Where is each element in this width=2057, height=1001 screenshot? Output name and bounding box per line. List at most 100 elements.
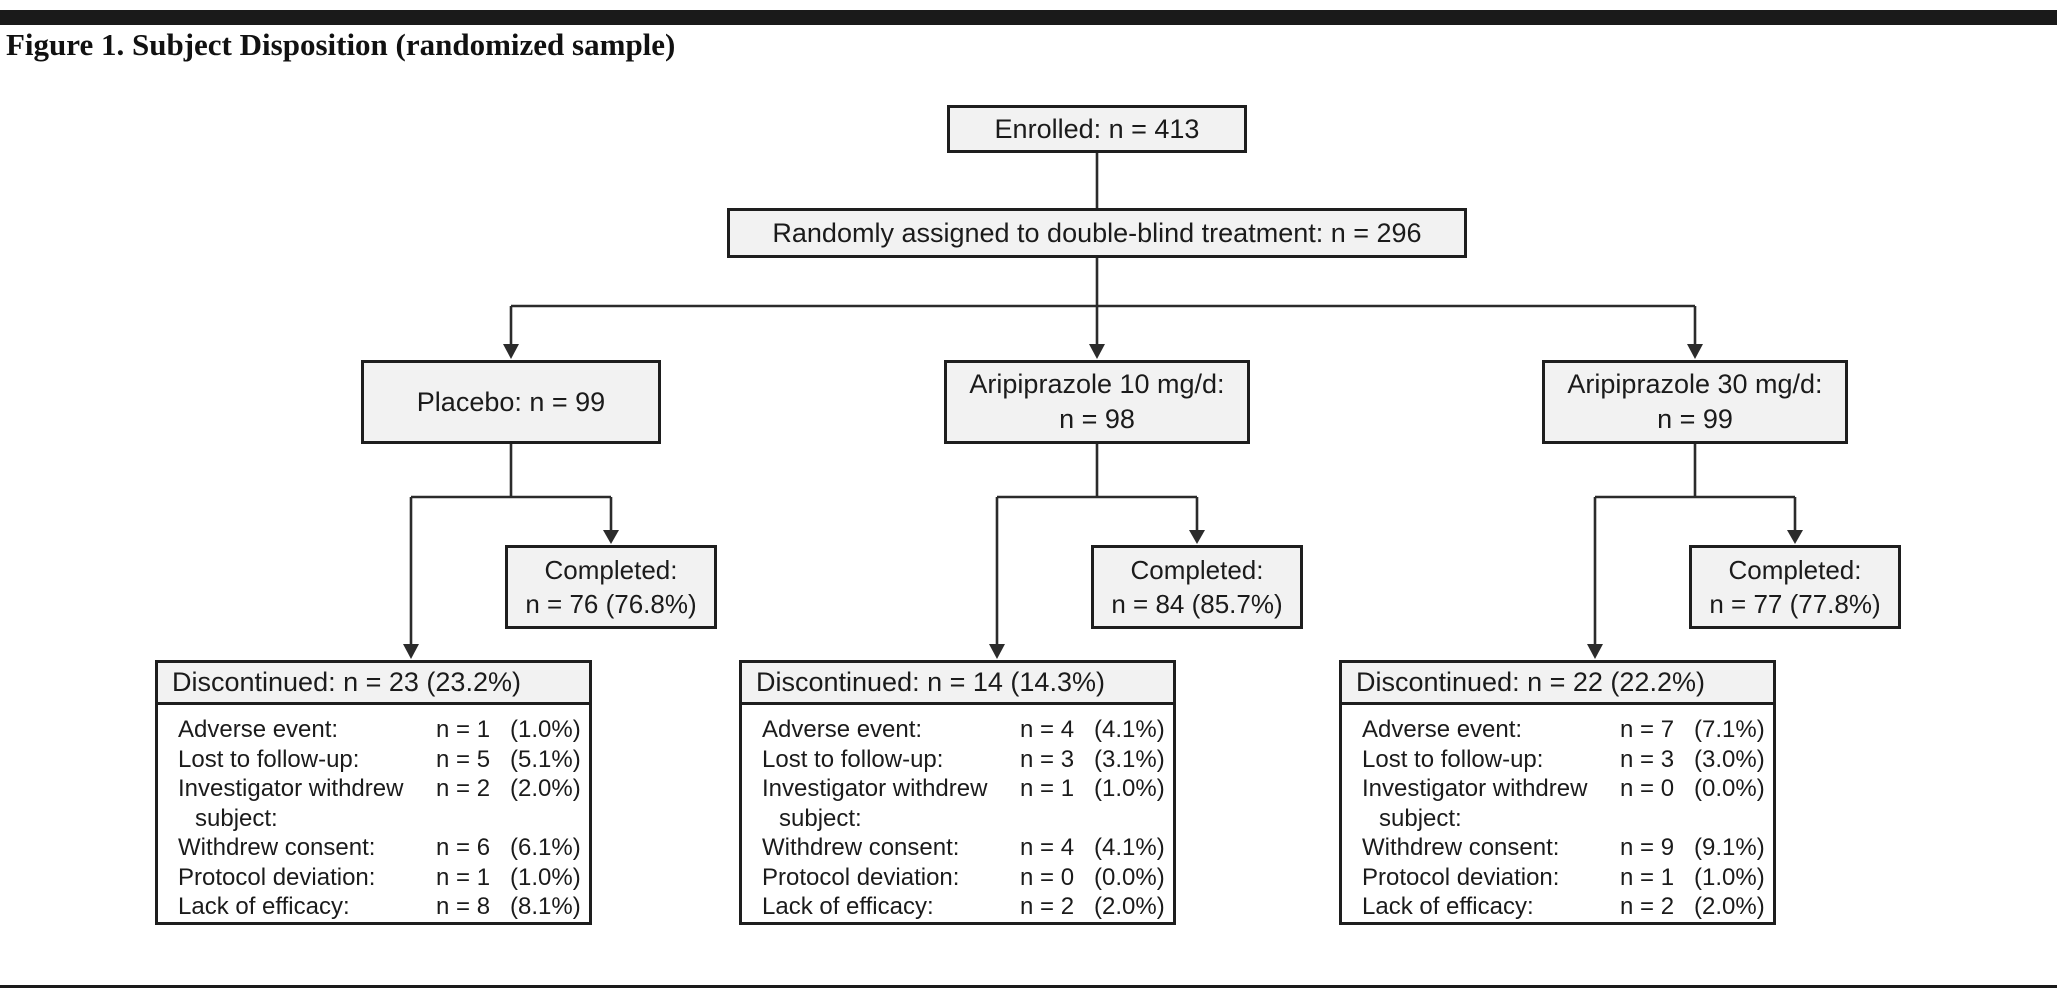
arm-label-line1: Aripiprazole 30 mg/d: xyxy=(1567,369,1823,399)
reason-count: n = 1 xyxy=(436,863,491,891)
discontinued-reason-row: Lost to follow-up: n = 3 (3.1%) xyxy=(762,745,1165,775)
reason-count: n = 9 xyxy=(1620,834,1675,861)
enrolled-label: Enrolled: n = 413 xyxy=(994,113,1200,144)
discontinued-reason-row: Protocol deviation: n = 1 (1.0%) xyxy=(178,863,581,893)
arrowhead xyxy=(1089,344,1105,359)
reason-percent: (2.0%) xyxy=(510,775,581,802)
discontinued-reason-list: Adverse event: n = 1 (1.0%) Lost to foll… xyxy=(158,705,589,932)
completed-line2: n = 76 (76.8%) xyxy=(525,589,697,619)
discontinued-reason-row: Withdrew consent: n = 4 (4.1%) xyxy=(762,833,1165,863)
discontinued-reason-row: Adverse event: n = 1 (1.0%) xyxy=(178,715,581,745)
randomized-box: Randomly assigned to double-blind treatm… xyxy=(727,208,1467,258)
discontinued-reason-row: Lack of efficacy: n = 2 (2.0%) xyxy=(762,892,1165,922)
reason-label: Adverse event: xyxy=(178,716,339,743)
reason-count: n = 0 xyxy=(1020,863,1075,891)
top-rule-divider xyxy=(0,10,2057,25)
reason-count: n = 2 xyxy=(436,775,491,802)
reason-label: Investigator withdrew subject: xyxy=(1362,775,1588,832)
completed-box-placebo: Completed: n = 76 (76.8%) xyxy=(505,545,717,629)
discontinued-reason-row: Lack of efficacy: n = 8 (8.1%) xyxy=(178,892,581,922)
reason-label: Investigator withdrew subject: xyxy=(762,775,988,832)
reason-percent: (9.1%) xyxy=(1694,834,1765,861)
reason-percent: (6.1%) xyxy=(510,834,581,861)
discontinued-reason-row: Investigator withdrew subject: n = 1 (1.… xyxy=(762,774,1165,833)
reason-percent: (3.1%) xyxy=(1094,745,1165,773)
arrowhead xyxy=(603,530,619,544)
reason-count: n = 3 xyxy=(1020,745,1075,773)
arm-box-placebo: Placebo: n = 99 xyxy=(361,360,661,444)
reason-percent: (1.0%) xyxy=(1694,863,1765,891)
discontinued-reason-row: Withdrew consent: n = 9 (9.1%) xyxy=(1362,833,1765,863)
arm-box-aripiprazole-30: Aripiprazole 30 mg/d: n = 99 xyxy=(1542,360,1848,444)
reason-count: n = 0 xyxy=(1620,775,1675,802)
discontinued-reason-row: Investigator withdrew subject: n = 2 (2.… xyxy=(178,774,581,833)
reason-label: Protocol deviation: xyxy=(178,863,376,891)
figure-title: Figure 1. Subject Disposition (randomize… xyxy=(6,27,676,62)
reason-percent: (1.0%) xyxy=(510,716,581,743)
completed-line2: n = 84 (85.7%) xyxy=(1111,589,1283,619)
completed-line1: Completed: xyxy=(1728,555,1862,585)
reason-percent: (1.0%) xyxy=(1094,775,1165,802)
discontinued-header: Discontinued: n = 14 (14.3%) xyxy=(742,663,1173,705)
discontinued-box-placebo: Discontinued: n = 23 (23.2%) Adverse eve… xyxy=(155,660,592,925)
completed-line1: Completed: xyxy=(1130,555,1264,585)
discontinued-header: Discontinued: n = 22 (22.2%) xyxy=(1342,663,1773,705)
discontinued-reason-list: Adverse event: n = 7 (7.1%) Lost to foll… xyxy=(1342,705,1773,932)
arrowhead xyxy=(989,644,1005,659)
reason-count: n = 4 xyxy=(1020,834,1075,861)
reason-label: Adverse event: xyxy=(1362,716,1523,743)
arrowhead xyxy=(403,644,419,659)
discontinued-reason-row: Protocol deviation: n = 0 (0.0%) xyxy=(762,863,1165,893)
reason-label: Investigator withdrew subject: xyxy=(178,775,404,832)
reason-label: Withdrew consent: xyxy=(178,834,376,861)
reason-label: Lack of efficacy: xyxy=(762,893,934,920)
reason-count: n = 6 xyxy=(436,834,491,861)
discontinued-box-aripiprazole-10: Discontinued: n = 14 (14.3%) Adverse eve… xyxy=(739,660,1176,925)
enrolled-box: Enrolled: n = 413 xyxy=(947,105,1247,153)
discontinued-reason-row: Withdrew consent: n = 6 (6.1%) xyxy=(178,833,581,863)
reason-count: n = 5 xyxy=(436,745,491,773)
discontinued-reason-row: Adverse event: n = 7 (7.1%) xyxy=(1362,715,1765,745)
completed-line2: n = 77 (77.8%) xyxy=(1709,589,1881,619)
completed-line1: Completed: xyxy=(544,555,678,585)
reason-label: Adverse event: xyxy=(762,716,923,743)
reason-count: n = 4 xyxy=(1020,716,1075,743)
discontinued-reason-row: Protocol deviation: n = 1 (1.0%) xyxy=(1362,863,1765,893)
reason-label: Protocol deviation: xyxy=(1362,863,1560,891)
arm-box-aripiprazole-10: Aripiprazole 10 mg/d: n = 98 xyxy=(944,360,1250,444)
reason-percent: (0.0%) xyxy=(1094,863,1165,891)
arrowhead xyxy=(1189,530,1205,544)
reason-label: Lost to follow-up: xyxy=(178,745,360,773)
discontinued-reason-list: Adverse event: n = 4 (4.1%) Lost to foll… xyxy=(742,705,1173,932)
reason-count: n = 8 xyxy=(436,893,491,920)
discontinued-box-aripiprazole-30: Discontinued: n = 22 (22.2%) Adverse eve… xyxy=(1339,660,1776,925)
reason-count: n = 1 xyxy=(436,716,491,743)
reason-count: n = 2 xyxy=(1020,893,1075,920)
completed-box-aripiprazole-30: Completed: n = 77 (77.8%) xyxy=(1689,545,1901,629)
reason-percent: (5.1%) xyxy=(510,745,581,773)
reason-percent: (3.0%) xyxy=(1694,745,1765,773)
reason-count: n = 1 xyxy=(1020,775,1075,802)
reason-percent: (8.1%) xyxy=(510,893,581,920)
reason-label: Lack of efficacy: xyxy=(178,893,350,920)
reason-count: n = 7 xyxy=(1620,716,1675,743)
bottom-rule-divider xyxy=(0,985,2057,988)
reason-percent: (0.0%) xyxy=(1694,775,1765,802)
reason-label: Protocol deviation: xyxy=(762,863,960,891)
reason-percent: (2.0%) xyxy=(1694,893,1765,920)
arrowhead xyxy=(1687,344,1703,359)
reason-count: n = 2 xyxy=(1620,893,1675,920)
discontinued-reason-row: Adverse event: n = 4 (4.1%) xyxy=(762,715,1165,745)
arrowhead xyxy=(1587,644,1603,659)
reason-percent: (1.0%) xyxy=(510,863,581,891)
reason-label: Lost to follow-up: xyxy=(762,745,944,773)
reason-percent: (4.1%) xyxy=(1094,716,1165,743)
arm-label-line2: n = 98 xyxy=(1059,404,1135,434)
completed-box-aripiprazole-10: Completed: n = 84 (85.7%) xyxy=(1091,545,1303,629)
arm-label-line2: n = 99 xyxy=(1657,404,1733,434)
discontinued-reason-row: Lack of efficacy: n = 2 (2.0%) xyxy=(1362,892,1765,922)
reason-percent: (2.0%) xyxy=(1094,893,1165,920)
arrowhead xyxy=(1787,530,1803,544)
